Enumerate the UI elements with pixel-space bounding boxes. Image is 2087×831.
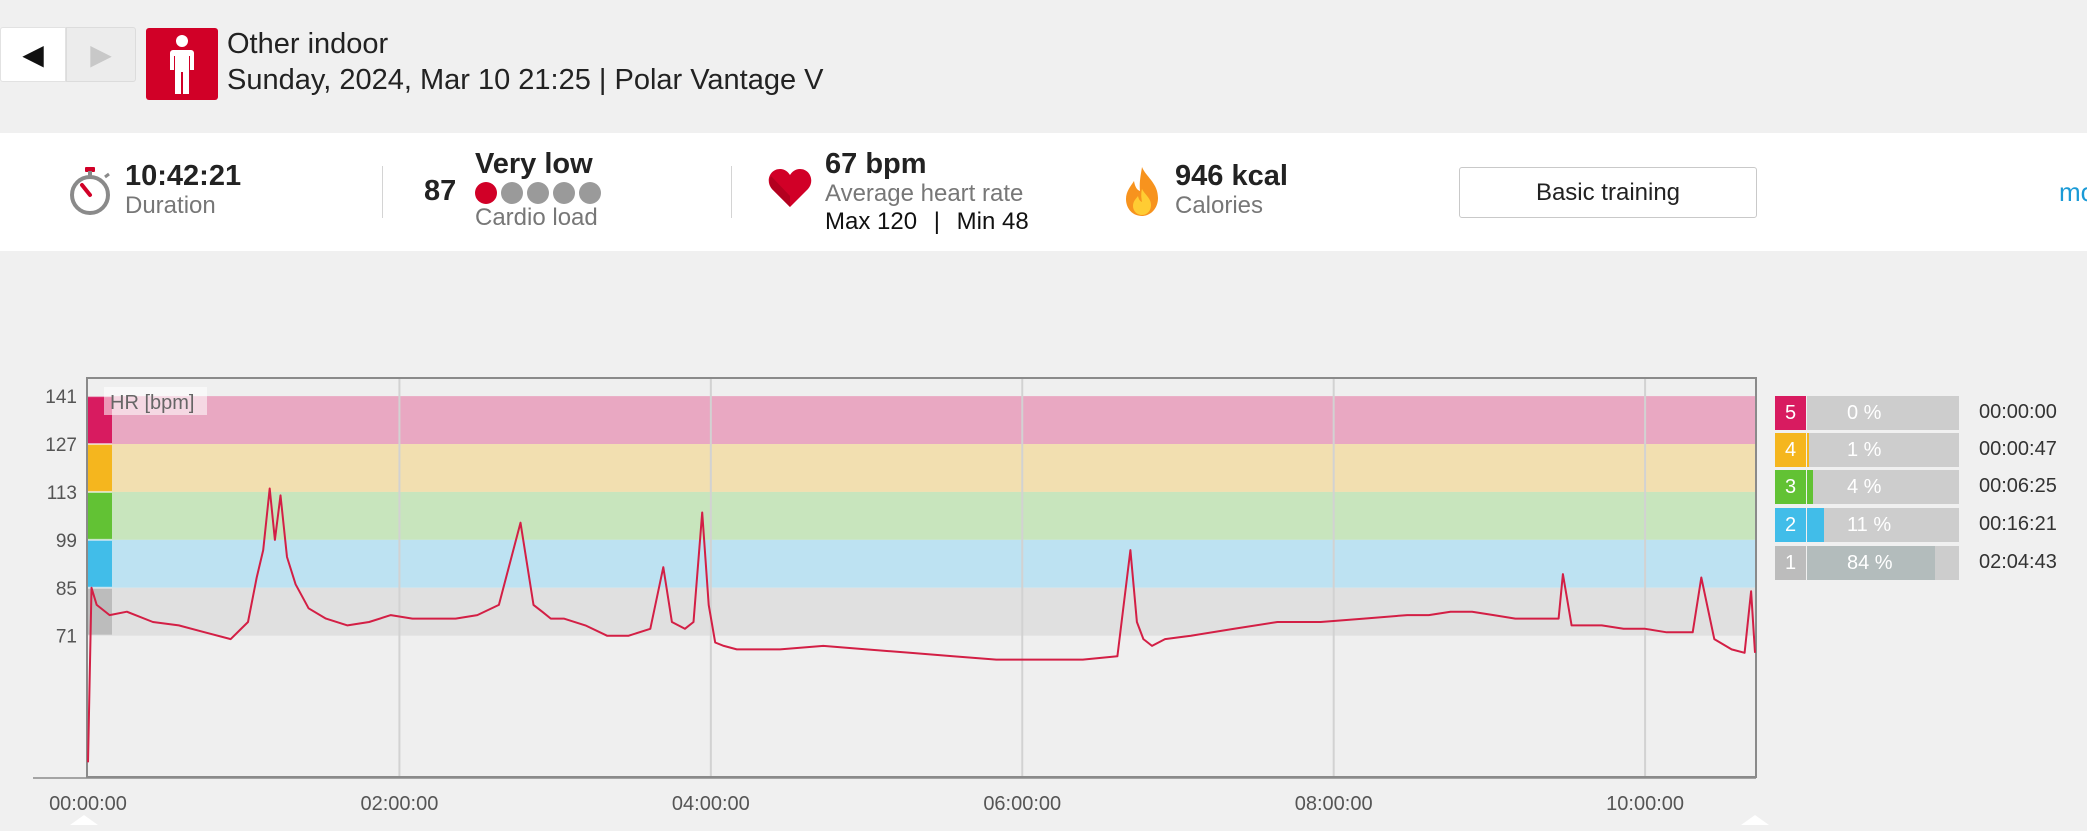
heart-rate-chart[interactable]: 141 127 113 99 85 71 00:00:00 02:00:00 04:00:00… bbox=[0, 360, 1780, 831]
zone-bar: 84 % bbox=[1807, 546, 1959, 580]
zone-percent: 11 % bbox=[1847, 514, 1892, 536]
heart-rate-separator: | bbox=[933, 208, 940, 235]
heart-rate-range: Max 120 | Min 48 bbox=[825, 208, 1029, 236]
heart-rate-label: Average heart rate bbox=[825, 180, 1024, 207]
zone-percent: 0 % bbox=[1847, 402, 1882, 424]
heart-rate-chart-svg: 141 127 113 99 85 71 00:00:00 02:00:00 04:00:00… bbox=[33, 377, 1769, 825]
heart-icon bbox=[768, 168, 812, 208]
zone-band-4 bbox=[88, 444, 1755, 492]
cardio-load-dots bbox=[475, 182, 601, 204]
cardio-load-label: Cardio load bbox=[475, 204, 598, 231]
calories-label: Calories bbox=[1175, 192, 1264, 219]
zone-bar: 1 % bbox=[1807, 433, 1959, 467]
zone-bar-fill bbox=[1807, 546, 1935, 580]
summary-bar: 10:42:21 Duration 87 Very low Cardio loa… bbox=[0, 133, 2087, 251]
heart-rate-value: 67 bpm bbox=[825, 148, 927, 180]
zone-number: 2 bbox=[1775, 508, 1806, 542]
hr-badge: HR [bpm] bbox=[104, 387, 207, 415]
load-dot-empty bbox=[553, 182, 575, 204]
zone-time: 00:16:21 bbox=[1979, 513, 2057, 535]
arrow-left-icon: ◀ bbox=[22, 39, 44, 70]
sport-name: Other indoor bbox=[227, 28, 389, 60]
heart-rate-min: Min 48 bbox=[956, 208, 1029, 235]
x-axis-ticks: 00:00:00 02:00:00 04:00:00 06:00:00 08:00:00… bbox=[49, 793, 1684, 815]
training-benefit-button[interactable]: Basic training bbox=[1459, 167, 1757, 218]
zone-time: 00:06:25 bbox=[1979, 475, 2057, 497]
zone-band-3 bbox=[88, 491, 1755, 540]
zone-percent: 4 % bbox=[1847, 476, 1882, 498]
y-tick-label: 141 bbox=[45, 387, 77, 408]
zone-bar-fill bbox=[1807, 470, 1814, 504]
zone-bands bbox=[88, 396, 1755, 636]
zone-bar-fill bbox=[1807, 433, 1809, 467]
flame-icon bbox=[1122, 165, 1162, 217]
duration-group: 10:42:21 Duration bbox=[125, 160, 241, 220]
x-tick-label: 06:00:00 bbox=[983, 793, 1061, 815]
zone-number: 1 bbox=[1775, 546, 1806, 580]
zone-bar: 4 % bbox=[1807, 470, 1959, 504]
y-axis-ticks: 141 127 113 99 85 71 bbox=[45, 387, 77, 648]
calories-group: 946 kcal Calories bbox=[1175, 160, 1288, 220]
next-session-button[interactable]: ▶ bbox=[66, 27, 136, 82]
range-start-handle[interactable] bbox=[70, 815, 98, 825]
person-standing-icon bbox=[146, 28, 218, 100]
y-tick-label: 85 bbox=[56, 579, 77, 600]
zone-percent: 84 % bbox=[1847, 552, 1893, 574]
zone-percent: 1 % bbox=[1847, 439, 1882, 461]
divider bbox=[731, 166, 732, 218]
zone-number: 5 bbox=[1775, 396, 1806, 430]
zone-time: 02:04:43 bbox=[1979, 551, 2057, 573]
cardio-load-level: Very low bbox=[475, 148, 593, 180]
zone-bar: 11 % bbox=[1807, 508, 1959, 542]
x-tick-label: 00:00:00 bbox=[49, 793, 127, 815]
zone-number: 4 bbox=[1775, 433, 1806, 467]
zone-band-1 bbox=[88, 587, 1755, 636]
vertical-gridlines bbox=[398, 379, 1647, 776]
heart-rate-series-line bbox=[87, 487, 1756, 763]
zone-bar-fill bbox=[1807, 508, 1824, 542]
heart-rate-max: Max 120 bbox=[825, 208, 918, 235]
arrow-right-icon: ▶ bbox=[90, 39, 112, 70]
zone-time: 00:00:47 bbox=[1979, 438, 2057, 460]
load-dot-empty bbox=[501, 182, 523, 204]
load-dot-empty bbox=[527, 182, 549, 204]
zone-time: 00:00:00 bbox=[1979, 401, 2057, 423]
y-tick-label: 127 bbox=[45, 435, 77, 456]
cardio-load-value: 87 bbox=[424, 175, 457, 207]
zone-marker-3 bbox=[88, 492, 112, 539]
duration-label: Duration bbox=[125, 192, 216, 219]
zone-band-5 bbox=[88, 396, 1755, 445]
session-meta: Sunday, 2024, Mar 10 21:25 | Polar Vanta… bbox=[227, 64, 824, 96]
zone-bar: 0 % bbox=[1807, 396, 1959, 430]
more-link[interactable]: mo bbox=[2059, 177, 2087, 207]
divider bbox=[382, 166, 383, 218]
zone-marker-4 bbox=[88, 445, 112, 491]
y-tick-label: 71 bbox=[56, 627, 77, 648]
range-end-handle[interactable] bbox=[1741, 815, 1769, 825]
hr-badge-label: HR [bpm] bbox=[110, 392, 194, 414]
stopwatch-icon bbox=[67, 165, 113, 217]
zone-marker-2 bbox=[88, 540, 112, 587]
x-tick-label: 04:00:00 bbox=[672, 793, 750, 815]
x-tick-label: 08:00:00 bbox=[1295, 793, 1373, 815]
cardio-load-group: Very low Cardio load bbox=[475, 148, 601, 232]
y-tick-label: 113 bbox=[47, 483, 77, 504]
load-dot-filled bbox=[475, 182, 497, 204]
load-dot-empty bbox=[579, 182, 601, 204]
duration-value: 10:42:21 bbox=[125, 160, 242, 192]
x-tick-label: 10:00:00 bbox=[1606, 793, 1684, 815]
zone-number: 3 bbox=[1775, 470, 1806, 504]
heart-rate-group: 67 bpm Average heart rate Max 120 | Min … bbox=[825, 148, 1029, 236]
y-tick-label: 99 bbox=[56, 531, 77, 552]
zone-band-2 bbox=[88, 539, 1755, 588]
x-tick-label: 02:00:00 bbox=[360, 793, 438, 815]
previous-session-button[interactable]: ◀ bbox=[0, 27, 66, 82]
calories-value: 946 kcal bbox=[1175, 160, 1288, 192]
